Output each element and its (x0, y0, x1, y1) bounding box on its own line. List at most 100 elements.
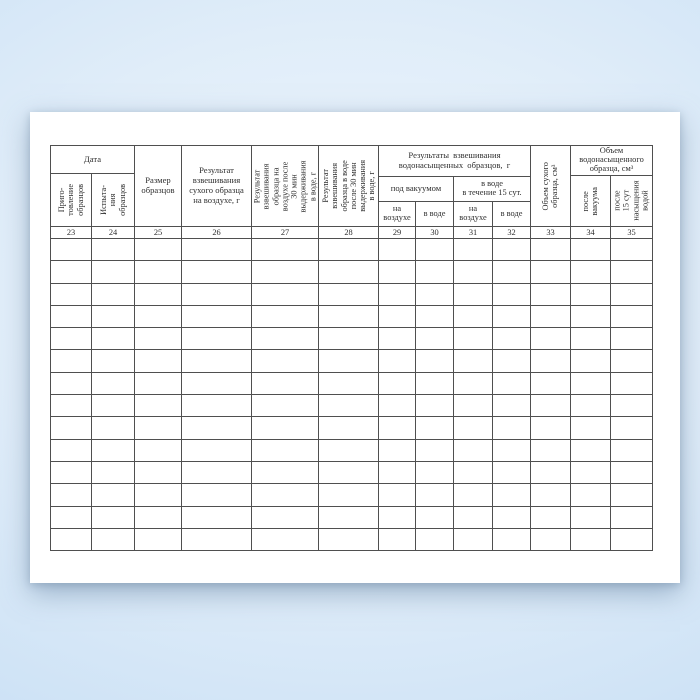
empty-cell (252, 417, 319, 440)
empty-cell (531, 305, 571, 329)
empty-cell (182, 372, 252, 396)
empty-cell (416, 305, 454, 329)
empty-cell (531, 506, 571, 529)
empty-cell (92, 506, 135, 529)
empty-cell (416, 506, 454, 529)
empty-cell (571, 439, 611, 462)
table-row (51, 350, 653, 373)
table-row (51, 484, 653, 507)
empty-cell (135, 395, 182, 418)
empty-cell (531, 239, 571, 262)
empty-cell (319, 461, 379, 485)
empty-cell (611, 417, 653, 440)
empty-cell (182, 417, 252, 440)
table-row (51, 439, 653, 462)
date-subrow: Приго- товление образцов Испыта- ния обр… (51, 174, 135, 227)
empty-cell (611, 305, 653, 329)
empty-cell (92, 484, 135, 507)
empty-cell (51, 328, 92, 351)
table-row (51, 239, 653, 262)
empty-cell (182, 350, 252, 373)
empty-cell (416, 350, 454, 373)
empty-cell (182, 328, 252, 351)
empty-cell (379, 439, 416, 462)
date-group: Дата Приго- товление образцов Испыта- ни… (51, 146, 135, 227)
empty-cell (182, 239, 252, 262)
empty-cell (182, 261, 252, 284)
empty-cell (379, 484, 416, 507)
empty-cell (319, 506, 379, 529)
empty-cell (571, 372, 611, 396)
empty-cell (319, 417, 379, 440)
col-number: 35 (611, 227, 653, 239)
empty-cell (493, 261, 531, 284)
empty-cell (379, 328, 416, 351)
empty-cell (182, 439, 252, 462)
table-row (51, 506, 653, 529)
empty-cell (135, 239, 182, 262)
empty-cell (611, 328, 653, 351)
empty-cell (252, 528, 319, 552)
empty-cell (135, 528, 182, 552)
empty-cell (182, 305, 252, 329)
empty-cell (379, 261, 416, 284)
empty-cell (416, 261, 454, 284)
empty-cell (135, 283, 182, 306)
empty-cell (319, 261, 379, 284)
header-in-water-15days: в воде в течение 15 сут. (454, 177, 531, 202)
empty-cell (51, 461, 92, 485)
saturated-volume-group: Объем водонасыщенного образца, см³ после… (571, 146, 653, 227)
empty-cell (571, 261, 611, 284)
empty-cell (416, 239, 454, 262)
empty-cell (493, 239, 531, 262)
empty-cell (135, 372, 182, 396)
empty-cell (252, 305, 319, 329)
empty-cell (493, 439, 531, 462)
empty-cell (182, 528, 252, 552)
empty-cell (454, 506, 493, 529)
empty-cell (92, 261, 135, 284)
header-15days-in-water: в воде (493, 202, 531, 227)
col-number: 26 (182, 227, 252, 239)
empty-cell (454, 283, 493, 306)
empty-cell (319, 305, 379, 329)
empty-cell (493, 417, 531, 440)
empty-cell (92, 283, 135, 306)
col-number: 34 (571, 227, 611, 239)
empty-cell (611, 484, 653, 507)
header-saturated-title: Результаты взвешивания водонасыщенных об… (379, 146, 531, 177)
empty-cell (454, 417, 493, 440)
empty-cell (252, 484, 319, 507)
empty-cell (252, 239, 319, 262)
empty-cell (416, 528, 454, 552)
empty-cell (454, 484, 493, 507)
col-number: 33 (531, 227, 571, 239)
empty-cell (454, 461, 493, 485)
empty-cell (493, 506, 531, 529)
col-number: 25 (135, 227, 182, 239)
table-row (51, 417, 653, 440)
empty-cell (319, 328, 379, 351)
table-row (51, 283, 653, 306)
empty-cell (135, 328, 182, 351)
empty-cell (531, 350, 571, 373)
header-dry-volume: Объем сухого образца, см³ (531, 146, 571, 227)
empty-cell (416, 395, 454, 418)
empty-cell (135, 305, 182, 329)
header-after-vacuum: после вакуума (571, 176, 611, 227)
empty-cell (571, 395, 611, 418)
empty-cell (92, 439, 135, 462)
empty-cell (611, 350, 653, 373)
empty-cell (493, 395, 531, 418)
empty-cell (416, 484, 454, 507)
empty-cell (319, 528, 379, 552)
empty-cell (379, 417, 416, 440)
empty-cell (51, 528, 92, 552)
empty-cell (531, 372, 571, 396)
empty-cell (571, 484, 611, 507)
header-vacuum-in-air: на воздухе (379, 202, 416, 227)
empty-cell (454, 239, 493, 262)
col-number: 27 (252, 227, 319, 239)
header-weight-air-30min: Результат взвешивания образца на воздухе… (252, 146, 319, 227)
empty-cell (319, 395, 379, 418)
